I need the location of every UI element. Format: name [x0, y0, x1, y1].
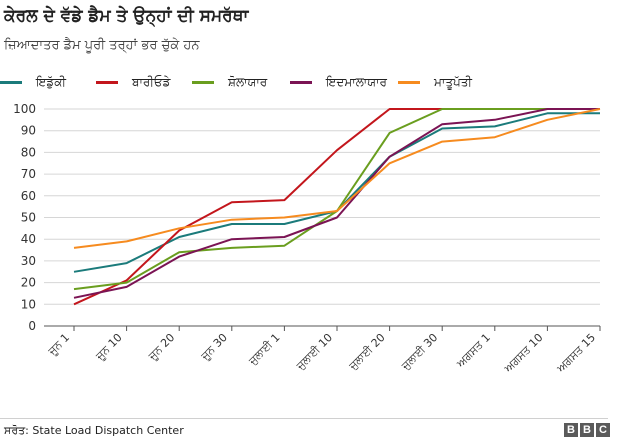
legend-label-idamalayar: ਇਦਮਾਲਾਯਾਰ	[326, 74, 387, 89]
y-tick-label: 50	[21, 211, 36, 225]
legend-item-idukki: ਇਡੁੱਕੀ	[0, 72, 66, 92]
legend-item-idamalayar: ਇਦਮਾਲਾਯਾਰ	[290, 72, 387, 92]
series-line	[73, 112, 600, 273]
legend-swatch-bariode	[96, 80, 118, 84]
legend-label-bariode: ਬਾਰੀਓਡੇ	[132, 74, 171, 89]
logo-letter: B	[564, 423, 578, 437]
legend-label-mattupetti: ਮਾਤੂਪੱਤੀ	[434, 74, 473, 89]
x-tick-label: ਜੁਲਾਈ 10	[293, 331, 335, 373]
series-line	[73, 108, 600, 291]
y-tick-label: 40	[21, 232, 36, 246]
chart-legend: ਇਡੁੱਕੀ ਬਾਰੀਓਡੇ ਸ਼ੋਲਾਯਾਰ ਇਦਮਾਲਾਯਾਰ ਮਾਤੂਪੱ…	[0, 72, 636, 92]
legend-swatch-sholayar	[192, 80, 214, 84]
y-tick-label: 90	[21, 124, 36, 138]
line-chart: 0 10 20 30 40 50 60 70 80 90 100 ਜੂਨ 1 ਜੂਨ 10 ਜੂਨ 20 ਜ…	[13, 102, 601, 376]
series-line	[73, 108, 601, 249]
x-tick-label: ਅਗਸਤ 15	[554, 331, 599, 376]
legend-swatch-idamalayar	[290, 80, 312, 84]
x-tick-label: ਜੂਨ 20	[145, 331, 177, 363]
legend-swatch-idukki	[0, 80, 22, 84]
y-tick-label: 0	[28, 319, 36, 333]
logo-letter: C	[596, 423, 610, 437]
legend-label-idukki: ਇਡੁੱਕੀ	[36, 74, 67, 89]
y-tick-label: 70	[21, 167, 36, 181]
legend-item-sholayar: ਸ਼ੋਲਾਯਾਰ	[192, 72, 267, 92]
y-tick-label: 10	[21, 297, 36, 311]
y-tick-label: 80	[21, 145, 36, 159]
legend-item-bariode: ਬਾਰੀਓਡੇ	[96, 72, 170, 92]
x-tick-label: ਜੂਨ 1	[45, 331, 72, 358]
x-tick-label: ਅਗਸਤ 10	[501, 331, 546, 376]
logo-letter: B	[580, 423, 594, 437]
x-tick-label: ਜੁਲਾਈ 30	[398, 331, 440, 373]
y-tick-label: 20	[21, 276, 36, 290]
chart-subtitle: ਜ਼ਿਆਦਾਤਰ ਡੈਮ ਪੂਰੀ ਤਰ੍ਹਾਂ ਭਰ ਚੁੱਕੇ ਹਨ	[4, 38, 200, 53]
series-line	[73, 108, 600, 299]
legend-label-sholayar: ਸ਼ੋਲਾਯਾਰ	[228, 74, 268, 89]
footer-divider	[0, 418, 608, 419]
source-note: ਸਰੋਤ: State Load Dispatch Center	[4, 424, 184, 437]
series-line	[73, 108, 600, 306]
legend-swatch-mattupetti	[398, 80, 420, 84]
x-tick-label: ਜੁਲਾਈ 20	[346, 331, 388, 373]
bbc-logo: B B C	[564, 423, 610, 437]
x-tick-label: ਅਗਸਤ 1	[453, 331, 493, 371]
x-tick-label: ਜੁਲਾਈ 1	[245, 331, 282, 368]
y-tick-label: 30	[21, 254, 36, 268]
x-tick-label: ਜੂਨ 30	[198, 331, 230, 363]
x-tick-label: ਜੂਨ 10	[93, 331, 125, 363]
y-tick-label: 100	[13, 102, 36, 116]
chart-title: ਕੇਰਲ ਦੇ ਵੱਡੇ ਡੈਮ ਤੇ ਉਨ੍ਹਾਂ ਦੀ ਸਮਰੱਥਾ	[4, 6, 249, 26]
legend-item-mattupetti: ਮਾਤੂਪੱਤੀ	[398, 72, 472, 92]
y-tick-label: 60	[21, 189, 36, 203]
